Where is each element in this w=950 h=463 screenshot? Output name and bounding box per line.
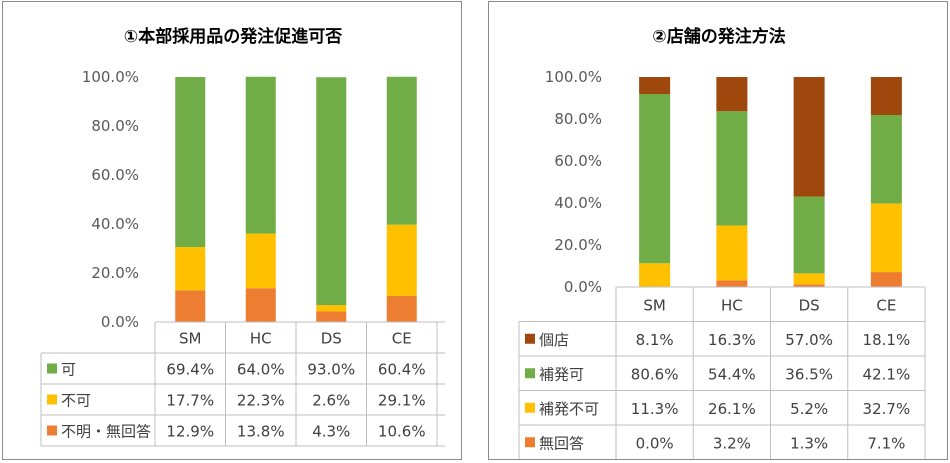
bar-segment: [245, 288, 276, 322]
data-value-label: 8.1%: [636, 331, 674, 349]
y-tick-label: 60.0%: [554, 152, 602, 170]
bar-segment: [639, 94, 671, 264]
bar-segment: [639, 263, 671, 287]
bar-segment: [245, 76, 276, 234]
bar-segment: [793, 284, 825, 287]
y-tick-label: 100.0%: [82, 68, 139, 86]
legend-key: [47, 394, 57, 405]
data-value-label: 16.3%: [708, 331, 756, 349]
bar-segment: [793, 273, 825, 285]
y-tick-label: 0.0%: [101, 313, 139, 331]
data-value-label: 12.9%: [166, 423, 214, 441]
bar-segment: [386, 76, 417, 225]
chart-title: ①本部採用品の発注促進可否: [124, 26, 342, 47]
x-category-label: SM: [643, 296, 665, 314]
data-value-label: 42.1%: [863, 365, 911, 383]
bar-segment: [386, 296, 417, 322]
chart-2-svg: ②店舗の発注方法 0.0% 20.0% 40.0% 60.0% 80.0% 100.0% SM…: [518, 26, 926, 459]
legend-key: [525, 333, 535, 344]
bar-segment: [716, 111, 748, 226]
data-value-label: 5.2%: [790, 400, 828, 418]
bar-segment: [870, 77, 902, 116]
data-value-label: 7.1%: [867, 434, 905, 452]
data-value-label: 80.6%: [631, 365, 679, 383]
x-category-label: CE: [392, 330, 412, 348]
chart-1-svg: ①本部採用品の発注促進可否 0.0% 20.0% 40.0% 60.0% 80.0% 100…: [40, 26, 445, 447]
y-tick-label: 40.0%: [554, 194, 602, 212]
data-value-label: 26.1%: [708, 400, 756, 418]
y-tick-label: 60.0%: [91, 166, 139, 184]
data-value-label: 93.0%: [307, 361, 355, 379]
legend-key: [525, 368, 535, 379]
series-name: 無回答: [539, 434, 584, 452]
data-value-label: 17.7%: [166, 392, 214, 410]
bar-segment: [716, 225, 748, 281]
data-value-label: 64.0%: [237, 361, 285, 379]
y-tick-label: 20.0%: [554, 236, 602, 254]
bar-segment: [716, 280, 748, 287]
chart-title: ②店舗の発注方法: [652, 26, 785, 47]
legend-key: [525, 402, 535, 413]
data-value-label: 22.3%: [237, 392, 285, 410]
series-name: 補発不可: [539, 400, 599, 418]
bar-segment: [870, 115, 902, 204]
bar-segment: [716, 77, 748, 112]
x-category-label: DS: [321, 330, 342, 348]
chart-panel-1: ①本部採用品の発注促進可否 0.0% 20.0% 40.0% 60.0% 80.0% 100…: [2, 1, 462, 460]
legend-key: [47, 425, 57, 436]
bar-segment: [386, 224, 417, 297]
data-value-label: 1.3%: [790, 434, 828, 452]
bar-segment: [316, 305, 347, 312]
data-value-label: 13.8%: [237, 423, 285, 441]
y-tick-label: 80.0%: [554, 110, 602, 128]
chart-panel-2: ②店舗の発注方法 0.0% 20.0% 40.0% 60.0% 80.0% 100.0% SM…: [488, 1, 948, 460]
x-category-label: HC: [250, 330, 272, 348]
bar-segment: [870, 203, 902, 273]
x-category-label: HC: [721, 296, 743, 314]
data-value-label: 69.4%: [166, 361, 214, 379]
data-value-label: 18.1%: [863, 331, 911, 349]
data-value-label: 36.5%: [785, 365, 833, 383]
bar-segment: [175, 290, 206, 322]
bar-segment: [175, 247, 206, 291]
x-category-label: DS: [799, 296, 820, 314]
data-value-label: 54.4%: [708, 365, 756, 383]
series-name: 補発可: [539, 365, 584, 383]
legend-key: [525, 437, 535, 448]
legend-key: [47, 363, 57, 374]
bar-segment: [245, 233, 276, 289]
y-tick-label: 100.0%: [545, 68, 602, 86]
x-category-label: SM: [179, 330, 201, 348]
bar-segment: [175, 77, 206, 248]
data-value-label: 57.0%: [785, 331, 833, 349]
bar-segment: [316, 311, 347, 322]
series-name: 不明・無回答: [61, 423, 151, 441]
bar-segment: [639, 77, 671, 95]
data-value-label: 0.0%: [636, 434, 674, 452]
data-value-label: 29.1%: [378, 392, 426, 410]
y-tick-label: 0.0%: [564, 278, 602, 296]
series-name: 不可: [61, 392, 91, 410]
data-value-label: 2.6%: [312, 392, 350, 410]
series-name: 個店: [539, 331, 569, 349]
data-value-label: 3.2%: [713, 434, 751, 452]
data-value-label: 32.7%: [863, 400, 911, 418]
y-tick-label: 40.0%: [91, 215, 139, 233]
data-value-label: 10.6%: [378, 423, 426, 441]
bar-segment: [316, 77, 347, 306]
series-name: 可: [61, 361, 76, 379]
bar-segment: [870, 272, 902, 287]
x-category-label: CE: [876, 296, 896, 314]
bar-segment: [793, 196, 825, 274]
y-tick-label: 80.0%: [91, 117, 139, 135]
bar-segment: [793, 77, 825, 197]
data-value-label: 4.3%: [312, 423, 350, 441]
data-value-label: 60.4%: [378, 361, 426, 379]
data-value-label: 11.3%: [631, 400, 679, 418]
y-tick-label: 20.0%: [91, 264, 139, 282]
